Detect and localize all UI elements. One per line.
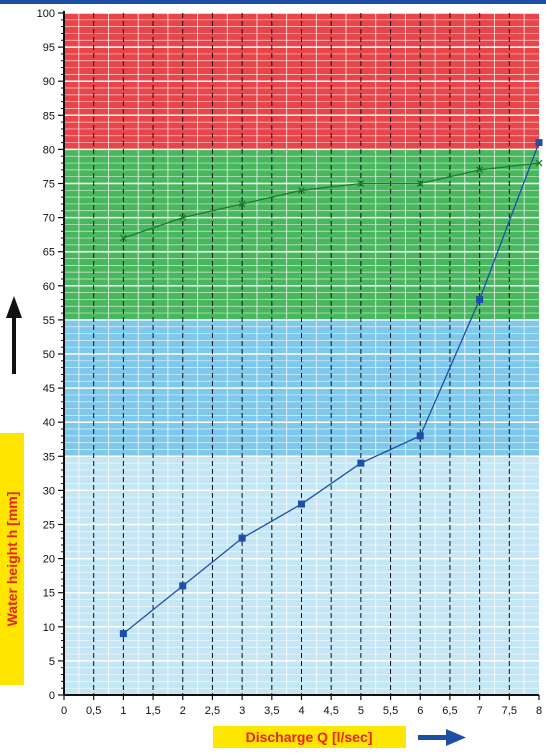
y-tick-label: 5 [49,656,55,668]
series-1-point [179,214,187,222]
x-tick-label: 6,5 [442,705,457,717]
top-accent-bar [0,0,546,4]
series-1-point [238,200,246,208]
y-tick-label: 0 [49,690,55,702]
y-tick-label: 25 [43,520,55,532]
y-tick-label: 80 [43,144,55,156]
x-tick-label: 1 [120,705,126,717]
x-tick-label: 5 [358,705,364,717]
y-tick-label: 30 [43,485,55,497]
y-tick-label: 55 [43,315,55,327]
series-0-point [119,630,127,638]
x-tick-label: 0,5 [86,705,101,717]
y-tick-label: 60 [43,281,55,293]
x-tick-label: 7,5 [502,705,517,717]
y-tick-label: 35 [43,451,55,463]
x-tick-label: 6 [417,705,423,717]
series-0-line [122,142,540,635]
y-tick-label: 90 [43,76,55,88]
x-tick-label: 4,5 [324,705,339,717]
series-1-point [298,186,305,194]
y-tick-label: 20 [43,554,55,566]
x-tick-label: 0 [61,705,67,717]
series-0-point [179,582,187,590]
ylabel-background [0,433,24,685]
x-axis-label: Discharge Q [l/sec] [246,729,373,745]
series-1-point [357,180,365,187]
y-tick-label: 75 [43,179,55,191]
y-tick-label: 50 [43,349,55,361]
y-tick-label: 45 [43,383,55,395]
y-tick-label: 10 [43,622,55,634]
grid-layer [64,12,539,696]
series-1-line [123,162,540,239]
x-tick-label: 4 [298,705,304,717]
x-tick-label: 8 [536,705,542,717]
right-arrow-icon [418,729,466,746]
series-0-point [416,432,424,440]
series-0-point [298,500,305,508]
x-tick-label: 2,5 [205,705,220,717]
axes-layer: 0510152025303540455055606570758085909510… [37,8,542,717]
series-1-point [416,180,424,187]
series-0-point [238,534,246,542]
label-layer: Water height h [mm] Discharge Q [l/sec] [0,296,466,748]
y-tick-label: 85 [43,110,55,122]
x-tick-label: 1,5 [145,705,160,717]
xlabel-background [213,726,406,748]
series-0-point [357,459,365,467]
y-tick-label: 15 [43,588,55,600]
x-tick-label: 3 [239,705,245,717]
up-arrow-icon [6,296,22,374]
series-1-point [535,159,543,167]
x-tick-label: 7 [477,705,483,717]
series-1-point [476,166,484,174]
series-0-point [476,295,484,303]
series-layer [119,139,543,638]
y-tick-label: 100 [37,8,55,20]
y-tick-label: 40 [43,417,55,429]
series-1-point [119,234,127,242]
x-tick-label: 5,5 [383,705,398,717]
series-0-point [535,139,543,147]
y-tick-label: 70 [43,213,55,225]
y-axis-label: Water height h [mm] [4,492,20,627]
x-tick-label: 3,5 [264,705,279,717]
y-tick-label: 65 [43,247,55,259]
y-tick-label: 95 [43,42,55,54]
x-tick-label: 2 [180,705,186,717]
